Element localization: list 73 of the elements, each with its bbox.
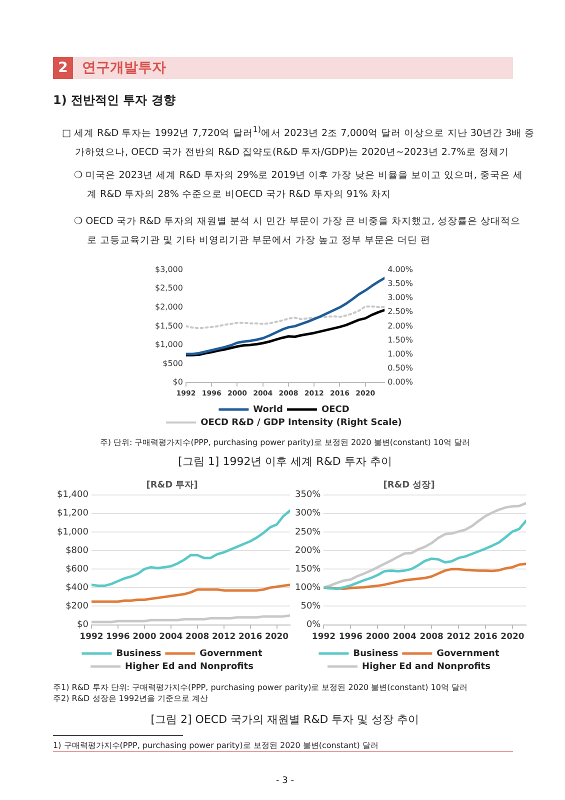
y2-tick-label: 3.00%	[388, 293, 414, 302]
y-tick-label: $1,000	[56, 527, 89, 538]
x-tick-label: 2020	[500, 632, 524, 642]
legend-label: Government	[436, 648, 500, 659]
y-tick-label: 150%	[294, 564, 322, 574]
y-tick-label: 300%	[294, 508, 322, 519]
text: □ 세계 R&D 투자는 1992년 7,720억 달러$^{1)}$에서 2023년 2조 7,000억 달러 이상으로 지난 30년간 3배 증가하였으나, OECD 국가 전반의 R&D 집약도(R&D 투자/GDP)는 2020년~2023년 2.7%로 정체기	[62, 124, 536, 160]
text: [그림 1] 1992년 이후 세계 R&D 투자 추이	[177, 454, 393, 469]
x-tick-label: 2004	[159, 632, 183, 642]
legend-label: Higher Ed and Nonprofits	[125, 662, 254, 672]
text: 주2) R&D 성장은 1992년을 기준으로 계산	[53, 693, 208, 704]
y2-tick-label: 2.50%	[388, 307, 414, 316]
y-tick-label: 100%	[294, 583, 322, 593]
y2-tick-label: 0.50%	[388, 364, 414, 373]
x-tick-label: 1996	[338, 632, 363, 642]
y-tick-label: $1,000	[154, 340, 183, 350]
text: 1) 구매력평가지수(PPP, purchasing power parity)로 보정된 2020 불변(constant) 달러	[53, 740, 513, 752]
x-tick-label: 2008	[420, 632, 444, 642]
x-tick-label: 2000	[132, 632, 156, 642]
x-tick-label: 2012	[212, 632, 236, 642]
y-tick-label: $200	[66, 602, 89, 612]
x-tick-label: 1992	[80, 632, 104, 642]
text: 2	[53, 57, 73, 79]
x-tick-label: 1992	[312, 632, 336, 642]
y-tick-label: $2,000	[154, 302, 183, 312]
y2-tick-label: 1.00%	[388, 349, 414, 358]
x-tick-label: 1996	[106, 632, 130, 642]
y-tick-label: $400	[66, 583, 89, 593]
y-tick-label: 200%	[294, 546, 322, 556]
y2-tick-label: 1.50%	[388, 335, 414, 344]
x-tick-label: 2004	[392, 632, 417, 642]
legend-label: Business	[353, 648, 398, 659]
legend-label: OECD R&D / GDP Intensity (Right Scale)	[200, 418, 402, 428]
legend-label: OECD	[321, 404, 350, 415]
y2-tick-label: 3.50%	[388, 278, 414, 288]
y-tick-label: 350%	[294, 490, 322, 500]
x-tick-label: 2020	[264, 632, 289, 642]
legend-label: World	[253, 404, 283, 415]
text: - 3 -	[275, 776, 295, 786]
y-tick-label: 250%	[294, 527, 322, 538]
x-tick-label: 2000	[366, 632, 390, 642]
x-tick-label: 2016	[474, 632, 498, 642]
x-tick-label: 2012	[446, 632, 470, 642]
y2-tick-label: 2.00%	[388, 321, 414, 330]
y2-tick-label: 0.00%	[388, 378, 414, 387]
y-tick-label: $3,000	[154, 264, 183, 274]
y2-tick-label: 4.00%	[388, 264, 414, 274]
text: 1) 전반적인 투자 경향	[53, 92, 176, 109]
y-tick-label: $800	[66, 546, 89, 556]
y-tick-label: $2,500	[154, 284, 183, 293]
text: 주) 단위: 구매력평가지수(PPP, purchasing power parity)로 보정된 2020 불변(constant) 10억 달러	[98, 437, 472, 448]
text: ❍ 미국은 2023년 세계 R&D 투자의 29%로 2019년 이후 가장 낮은 비율을 보이고 있으며, 중국은 세계 R&D 투자의 28% 수준으로 비OECD 국가 R&D 투자의 91% 차지	[74, 169, 524, 202]
x-tick-label: 2008	[186, 632, 210, 642]
y-tick-label: $1,200	[56, 508, 89, 519]
chart-title: [R&D 투자]	[146, 480, 198, 491]
text: [그림 2] OECD 국가의 재원별 R&D 투자 및 성장 추이	[150, 712, 420, 727]
y-tick-label: $500	[162, 358, 183, 368]
y-tick-label: 0%	[306, 620, 322, 630]
y-tick-label: $0	[77, 620, 89, 630]
y-tick-label: $1,400	[56, 490, 89, 500]
text: 주1) R&D 투자 단위: 구매력평가지수(PPP, purchasing power parity)로 보정된 2020 불변(constant) 10억 달러	[53, 682, 468, 693]
legend-label: Higher Ed and Nonprofits	[362, 662, 490, 672]
y-tick-label: 50%	[300, 602, 322, 612]
x-tick-label: 2016	[238, 632, 262, 642]
y-tick-label: $600	[66, 564, 89, 574]
text: 연구개발투자	[82, 59, 166, 78]
chart-title: [R&D 성장]	[383, 480, 435, 491]
line-series	[186, 305, 385, 330]
text: ❍ OECD 국가 R&D 투자의 재원별 분석 시 민간 부문이 가장 큰 비중을 차지했고, 성장률은 상대적으로 고등교육기관 및 기타 비영리기관 부문에서 가장 높고 정부 부문은 더딘 편	[74, 215, 522, 248]
y-tick-label: $1,500	[154, 321, 183, 330]
legend-label: Business	[116, 648, 162, 659]
legend-label: Government	[200, 648, 263, 659]
y-tick-label: $0	[172, 378, 183, 387]
